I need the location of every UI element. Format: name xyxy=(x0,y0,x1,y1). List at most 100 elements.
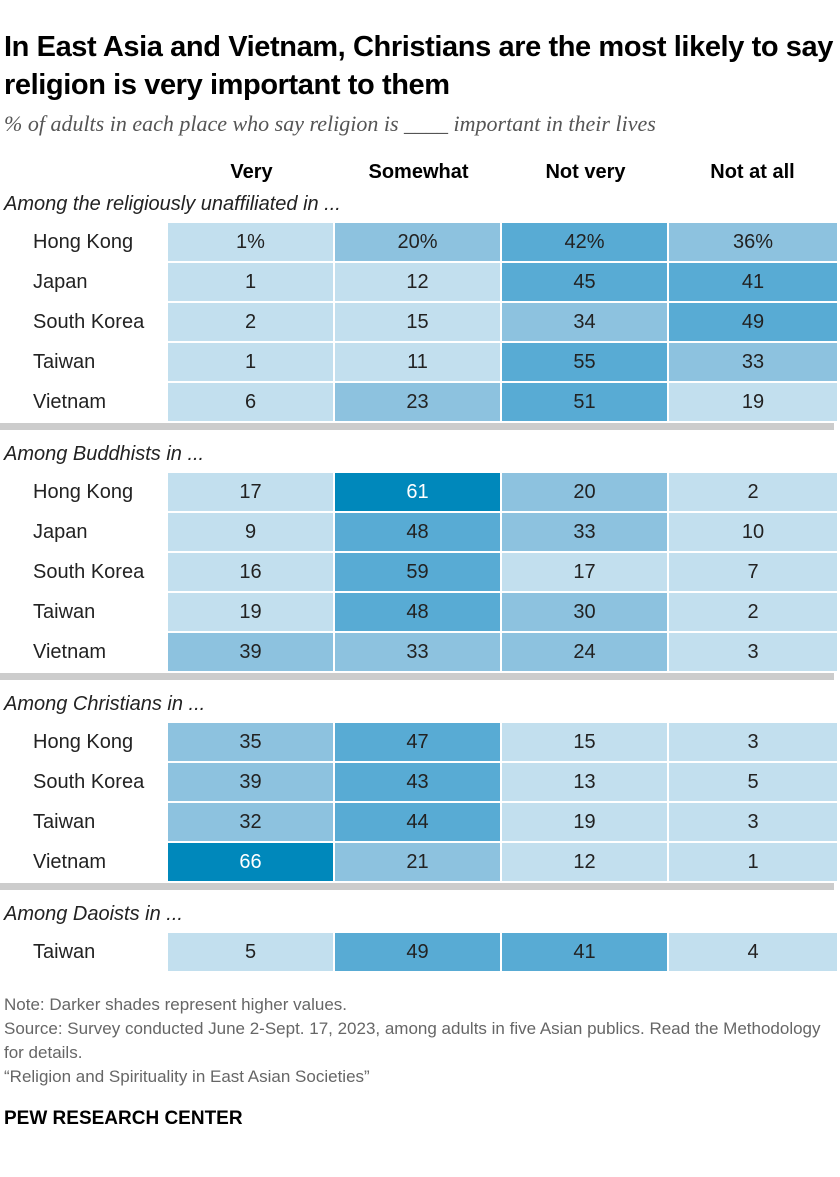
table-row: Taiwan 1 11 55 33 xyxy=(4,343,838,383)
row-label: Japan xyxy=(33,271,88,293)
heatmap-cell: 3 xyxy=(669,633,837,671)
heatmap-cell: 2 xyxy=(669,473,837,511)
heatmap-cell: 49 xyxy=(335,933,500,971)
row-label: Taiwan xyxy=(33,351,96,373)
row-label: Hong Kong xyxy=(33,231,134,253)
heatmap-cell: 13 xyxy=(502,763,667,801)
column-header-somewhat: Somewhat xyxy=(368,161,469,183)
heatmap-cell: 4 xyxy=(669,933,837,971)
heatmap-cell: 34 xyxy=(502,303,667,341)
table-row: Japan 9 48 33 10 xyxy=(4,513,838,553)
chart-container: In East Asia and Vietnam, Christians are… xyxy=(0,31,838,1129)
heatmap-cell: 51 xyxy=(502,383,667,421)
heatmap-cell: 39 xyxy=(168,763,333,801)
heatmap-cell: 61 xyxy=(335,473,500,511)
heatmap-cell: 48 xyxy=(335,593,500,631)
heatmap-cell: 24 xyxy=(502,633,667,671)
row-label: Taiwan xyxy=(33,941,96,963)
row-label: South Korea xyxy=(33,771,145,793)
source-text: Source: Survey conducted June 2-Sept. 17… xyxy=(4,1019,821,1062)
heatmap-cell: 7 xyxy=(669,553,837,591)
heatmap-cell: 6 xyxy=(168,383,333,421)
heatmap-cell: 23 xyxy=(335,383,500,421)
column-header-very: Very xyxy=(230,161,273,183)
table-row: Taiwan 5 49 41 4 xyxy=(4,933,838,973)
section-label: Among the religiously unaffiliated in ..… xyxy=(4,193,341,215)
heatmap-cell: 17 xyxy=(168,473,333,511)
heatmap-table: Among the religiously unaffiliated in ..… xyxy=(0,192,838,973)
heatmap-cell: 5 xyxy=(669,763,837,801)
table-row: South Korea 2 15 34 49 xyxy=(4,303,838,343)
heatmap-cell: 17 xyxy=(502,553,667,591)
heatmap-cell: 66 xyxy=(168,843,333,881)
notes: Note: Darker shades represent higher val… xyxy=(4,993,834,1089)
table-row: Hong Kong 17 61 20 2 xyxy=(4,473,838,513)
row-label: Taiwan xyxy=(33,811,96,833)
row-label: South Korea xyxy=(33,561,145,583)
heatmap-cell: 10 xyxy=(669,513,837,551)
heatmap-cell: 33 xyxy=(669,343,837,381)
heatmap-cell: 19 xyxy=(502,803,667,841)
heatmap-cell: 30 xyxy=(502,593,667,631)
heatmap-cell: 12 xyxy=(335,263,500,301)
heatmap-cell: 42% xyxy=(502,223,667,261)
table-row: Hong Kong 35 47 15 3 xyxy=(4,723,838,763)
heatmap-cell: 3 xyxy=(669,803,837,841)
heatmap-cell: 20% xyxy=(335,223,500,261)
heatmap-cell: 20 xyxy=(502,473,667,511)
heatmap-cell: 33 xyxy=(502,513,667,551)
section-label: Among Christians in ... xyxy=(4,693,206,715)
heatmap-cell: 41 xyxy=(669,263,837,301)
heatmap-cell: 5 xyxy=(168,933,333,971)
heatmap-cell: 1 xyxy=(168,263,333,301)
row-label: Taiwan xyxy=(33,601,96,623)
report-title: “Religion and Spirituality in East Asian… xyxy=(4,1067,370,1086)
row-label: Vietnam xyxy=(33,851,107,873)
heatmap-cell: 48 xyxy=(335,513,500,551)
section-label: Among Daoists in ... xyxy=(4,903,183,925)
table-row: Hong Kong 1% 20% 42% 36% xyxy=(4,223,838,263)
heatmap-cell: 21 xyxy=(335,843,500,881)
heatmap-cell: 9 xyxy=(168,513,333,551)
heatmap-cell: 44 xyxy=(335,803,500,841)
table-row: Vietnam 6 23 51 19 xyxy=(4,383,838,423)
heatmap-cell: 16 xyxy=(168,553,333,591)
heatmap-cell: 19 xyxy=(168,593,333,631)
heatmap-cell: 1% xyxy=(168,223,333,261)
section-label: Among Buddhists in ... xyxy=(4,443,205,465)
row-label: Japan xyxy=(33,521,88,543)
heatmap-cell: 2 xyxy=(669,593,837,631)
table-row: Taiwan 19 48 30 2 xyxy=(4,593,838,633)
chart-subtitle: % of adults in each place who say religi… xyxy=(4,111,656,136)
heatmap-cell: 39 xyxy=(168,633,333,671)
row-label: Vietnam xyxy=(33,641,107,663)
heatmap-cell: 1 xyxy=(168,343,333,381)
pew-logo: PEW RESEARCH CENTER xyxy=(4,1108,243,1129)
row-label: Hong Kong xyxy=(33,481,134,503)
table-row: South Korea 16 59 17 7 xyxy=(4,553,838,593)
heatmap-cell: 2 xyxy=(168,303,333,341)
heatmap-cell: 1 xyxy=(669,843,837,881)
heatmap-cell: 49 xyxy=(669,303,837,341)
heatmap-cell: 15 xyxy=(335,303,500,341)
column-headers: Very Somewhat Not very Not at all xyxy=(168,160,838,184)
heatmap-cell: 47 xyxy=(335,723,500,761)
chart-title: In East Asia and Vietnam, Christians are… xyxy=(4,31,833,101)
table-row: South Korea 39 43 13 5 xyxy=(4,763,838,803)
section-divider xyxy=(0,423,834,430)
heatmap-cell: 45 xyxy=(502,263,667,301)
table-row: Taiwan 32 44 19 3 xyxy=(4,803,838,843)
heatmap-cell: 19 xyxy=(669,383,837,421)
note-text: Note: Darker shades represent higher val… xyxy=(4,995,348,1014)
heatmap-cell: 11 xyxy=(335,343,500,381)
heatmap-cell: 3 xyxy=(669,723,837,761)
heatmap-cell: 12 xyxy=(502,843,667,881)
section-divider xyxy=(0,673,834,680)
row-label: Hong Kong xyxy=(33,731,134,753)
row-label: Vietnam xyxy=(33,391,107,413)
heatmap-cell: 59 xyxy=(335,553,500,591)
heatmap-cell: 32 xyxy=(168,803,333,841)
row-label: South Korea xyxy=(33,311,145,333)
column-header-not-very: Not very xyxy=(545,161,626,183)
heatmap-cell: 35 xyxy=(168,723,333,761)
